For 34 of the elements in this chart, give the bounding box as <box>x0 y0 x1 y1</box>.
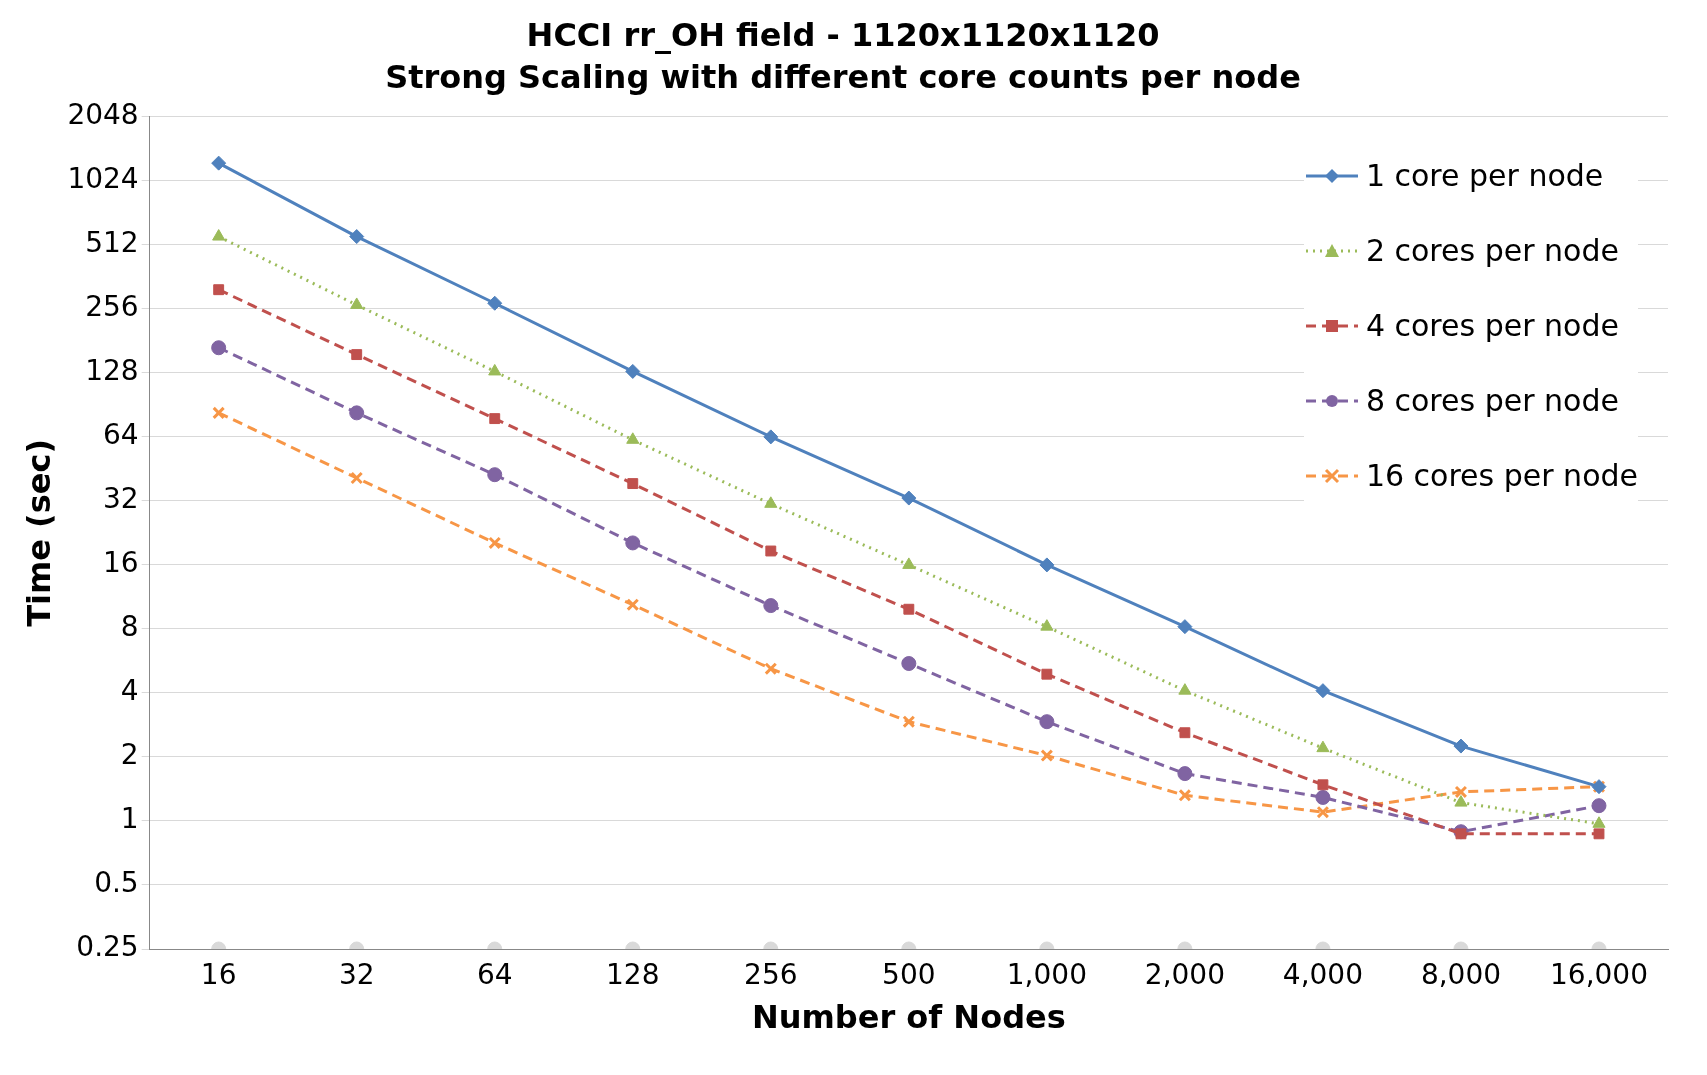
y-tick-label: 32 <box>103 482 139 516</box>
y-tick-label: 256 <box>85 290 139 324</box>
y-axis-title: Time (sec) <box>19 438 58 627</box>
x-tick-label: 16,000 <box>1549 958 1648 992</box>
chart-subtitle: Strong Scaling with different core counts per node <box>385 57 1301 96</box>
x-tick-label: 1,000 <box>1006 958 1087 992</box>
x-tick-label: 256 <box>744 958 798 992</box>
legend-label: 1 core per node <box>1365 158 1604 193</box>
legend-label: 16 cores per node <box>1365 458 1638 493</box>
x-axis-title: Number of Nodes <box>751 998 1066 1037</box>
y-tick-label: 0.5 <box>94 866 139 900</box>
chart-title: HCCI rr_OH field - 1120x1120x1120 <box>526 15 1160 54</box>
x-tick-label: 16 <box>200 958 237 992</box>
y-tick-label: 1 <box>120 802 139 836</box>
x-tick-label: 64 <box>476 958 513 992</box>
y-tick-label: 64 <box>103 418 139 452</box>
y-tick-label: 0.25 <box>76 930 139 964</box>
x-tick-label: 500 <box>882 958 936 992</box>
y-tick-label: 2048 <box>67 98 139 132</box>
x-tick-label: 8,000 <box>1420 958 1502 992</box>
y-tick-label: 1024 <box>67 162 139 196</box>
y-tick-label: 4 <box>120 674 139 708</box>
legend-label: 2 cores per node <box>1365 233 1619 268</box>
x-tick-label: 4,000 <box>1282 958 1364 992</box>
y-tick-label: 2 <box>120 738 139 772</box>
legend-label: 4 cores per node <box>1365 308 1619 343</box>
y-tick-label: 512 <box>85 226 139 260</box>
x-tick-label: 32 <box>338 958 375 992</box>
y-tick-label: 128 <box>85 354 139 388</box>
y-tick-label: 8 <box>120 610 139 644</box>
legend-label: 8 cores per node <box>1365 383 1619 418</box>
x-tick-label: 128 <box>606 958 660 992</box>
y-tick-label: 16 <box>103 546 139 580</box>
x-tick-label: 2,000 <box>1144 958 1225 992</box>
